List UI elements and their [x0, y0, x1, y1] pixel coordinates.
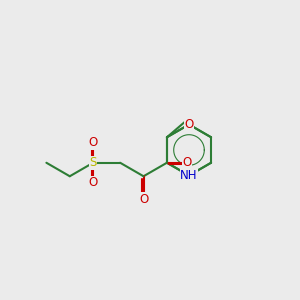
Text: NH: NH [180, 169, 198, 182]
Text: O: O [184, 118, 194, 131]
Text: O: O [139, 193, 148, 206]
Text: S: S [89, 156, 97, 169]
Text: O: O [182, 156, 192, 169]
Text: O: O [88, 136, 98, 149]
Text: O: O [88, 176, 98, 190]
